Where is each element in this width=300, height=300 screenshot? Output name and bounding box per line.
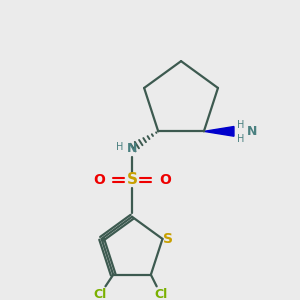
Text: Cl: Cl xyxy=(154,288,167,300)
Text: S: S xyxy=(127,172,137,188)
Text: H: H xyxy=(116,142,123,152)
Text: N: N xyxy=(247,125,257,138)
Text: N: N xyxy=(127,142,137,155)
Text: H: H xyxy=(237,134,244,144)
Polygon shape xyxy=(204,127,234,136)
Text: S: S xyxy=(163,232,173,246)
Text: O: O xyxy=(159,173,171,187)
Text: Cl: Cl xyxy=(93,288,106,300)
Text: O: O xyxy=(93,173,105,187)
Text: H: H xyxy=(237,120,244,130)
